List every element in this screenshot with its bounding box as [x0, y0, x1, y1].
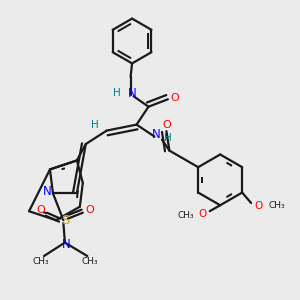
- Text: N: N: [152, 128, 160, 141]
- Text: N: N: [128, 87, 136, 100]
- Text: H: H: [92, 120, 99, 130]
- Text: S: S: [61, 214, 69, 227]
- Text: O: O: [85, 205, 94, 215]
- Text: CH₃: CH₃: [178, 211, 194, 220]
- Text: O: O: [198, 209, 206, 219]
- Text: O: O: [162, 120, 171, 130]
- Text: H: H: [113, 88, 121, 98]
- Text: CH₃: CH₃: [268, 202, 285, 211]
- Text: O: O: [170, 93, 179, 103]
- Text: O: O: [36, 205, 45, 215]
- Text: N: N: [43, 185, 51, 198]
- Text: H: H: [164, 133, 172, 143]
- Text: CH₃: CH₃: [33, 257, 49, 266]
- Text: N: N: [62, 238, 71, 250]
- Text: O: O: [254, 201, 263, 211]
- Text: CH₃: CH₃: [82, 257, 99, 266]
